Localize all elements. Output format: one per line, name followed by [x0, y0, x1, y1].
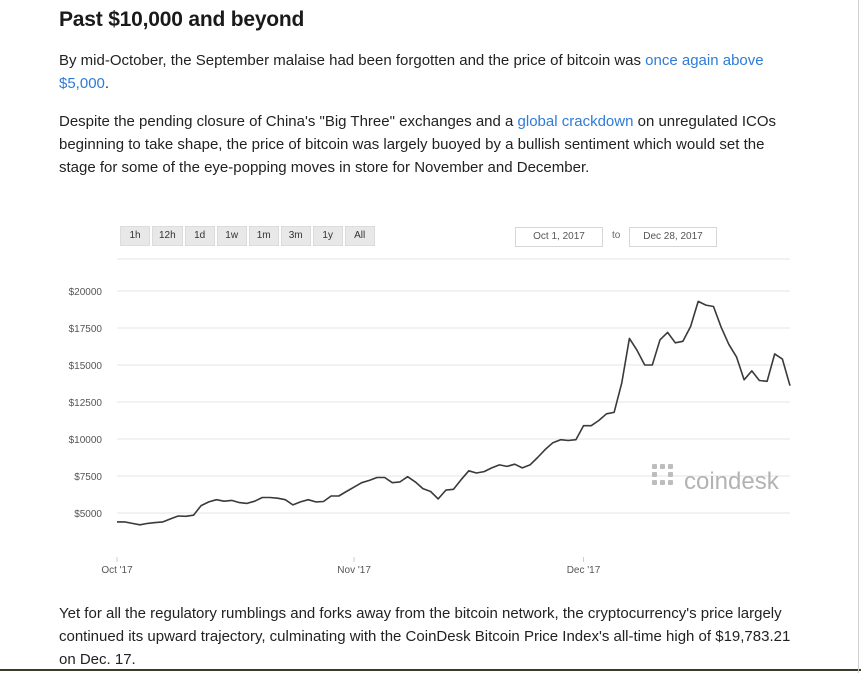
coindesk-logo-icon	[668, 472, 673, 477]
from-date-input[interactable]: Oct 1, 2017	[515, 227, 603, 247]
y-tick-label: $10000	[69, 435, 103, 446]
once-again-link[interactable]: once again above $5,000	[59, 52, 764, 92]
range-button-1d[interactable]: 1d	[184, 226, 215, 246]
y-tick-label: $5000	[74, 509, 102, 520]
range-button-1m[interactable]: 1m	[248, 226, 279, 246]
y-tick-label: $15000	[69, 361, 103, 372]
price-series-line	[117, 300, 791, 526]
right-divider	[858, 0, 859, 673]
y-tick-label: $12500	[69, 398, 103, 409]
coindesk-watermark: coindesk	[684, 468, 780, 495]
date-separator: to	[612, 230, 621, 241]
section-heading: Past $10,000 and beyond	[59, 8, 305, 31]
price-chart: $5000 $7500 $10000 $12500 $15000 $17500 $20000…	[0, 250, 861, 585]
paragraph-1-text: By mid-October, the September malaise ha…	[59, 52, 646, 69]
range-button-12h[interactable]: 12h	[152, 226, 183, 246]
range-button-1y[interactable]: 1y	[312, 226, 343, 246]
range-button-3m[interactable]: 3m	[280, 226, 311, 246]
coindesk-logo-icon	[652, 464, 657, 469]
range-button-all[interactable]: All	[344, 226, 375, 246]
x-tick-label: Dec '17	[567, 565, 601, 576]
y-tick-label: $20000	[69, 287, 103, 298]
coindesk-logo-icon	[660, 464, 665, 469]
range-button-1h[interactable]: 1h	[120, 226, 150, 246]
coindesk-logo-icon	[660, 480, 665, 485]
y-tick-label: $17500	[69, 324, 103, 335]
paragraph-3: Yet for all the regulatory rumblings and…	[59, 605, 791, 668]
global-crackdown-link[interactable]: global crackdown	[517, 113, 634, 130]
paragraph-2: Despite the pending closure of China's "…	[59, 110, 799, 179]
paragraph-2-start: Despite the pending closure of China's "…	[59, 113, 518, 130]
range-button-group: 1h 12h 1d 1w 1m 3m 1y All	[120, 226, 375, 246]
to-date-input[interactable]: Dec 28, 2017	[629, 227, 717, 247]
x-tick-label: Nov '17	[337, 565, 371, 576]
coindesk-logo-icon	[652, 480, 657, 485]
paragraph-1-end: .	[104, 75, 110, 92]
coindesk-logo-icon	[668, 480, 673, 485]
range-button-1w[interactable]: 1w	[216, 226, 247, 246]
y-tick-label: $7500	[74, 472, 102, 483]
coindesk-logo-icon	[668, 464, 673, 469]
paragraph-1: By mid-October, the September malaise ha…	[59, 49, 799, 95]
price-chart-svg: $5000 $7500 $10000 $12500 $15000 $17500 $20000…	[69, 258, 791, 576]
paragraph-2-end: on unregulated ICOs beginning to take sh…	[59, 113, 777, 176]
x-tick-label: Oct '17	[101, 565, 133, 576]
coindesk-logo-icon	[652, 472, 657, 477]
bottom-divider	[0, 669, 861, 671]
